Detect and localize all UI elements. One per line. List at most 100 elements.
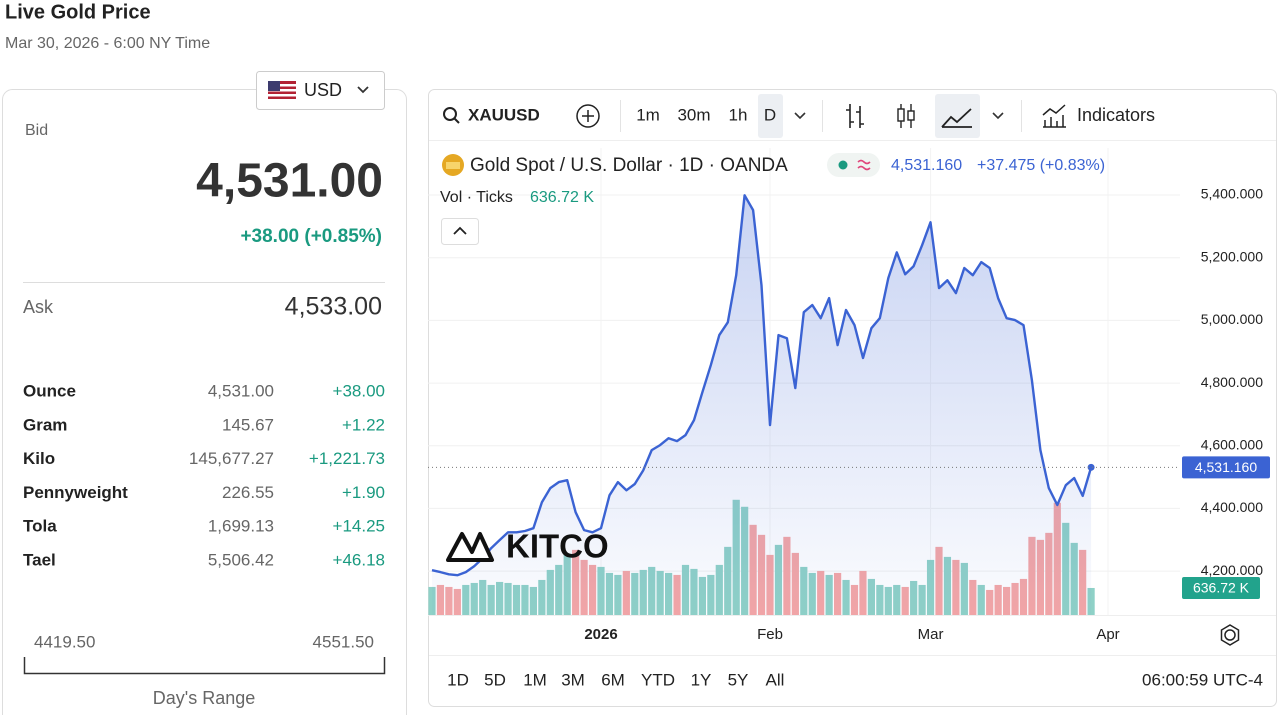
y-tick-label: 4,400.000 [1201, 499, 1263, 515]
bid-price: 4,531.00 [196, 155, 383, 208]
unit-name: Kilo [23, 449, 55, 468]
compare-button[interactable] [576, 104, 600, 128]
plus [582, 110, 594, 122]
range-button[interactable]: 3M [561, 670, 585, 689]
range-button[interactable]: 1D [447, 670, 469, 689]
delayed-icon [857, 159, 871, 171]
unit-name: Tola [23, 517, 57, 536]
range-label: Day's Range [153, 688, 256, 708]
x-tick-label: Apr [1096, 626, 1119, 643]
ask-price: 4,533.00 [285, 293, 382, 321]
volume-legend-value: 636.72 K [530, 189, 594, 206]
candle [907, 110, 915, 121]
flag-stripe [268, 89, 296, 92]
unit-change: +1.22 [342, 415, 385, 434]
unit-change: +1.90 [342, 483, 385, 502]
flag-stripe [268, 84, 296, 87]
chevron[interactable] [992, 112, 1004, 120]
unit-name: Gram [23, 415, 67, 434]
flag-stripe [268, 94, 296, 97]
unit-price: 145.67 [222, 415, 274, 434]
last-volume-label: 636.72 K [1193, 580, 1250, 596]
y-tick-label: 4,600.000 [1201, 436, 1263, 452]
clock: 06:00:59 UTC-4 [1142, 670, 1263, 689]
page-title: Live Gold Price [5, 1, 151, 23]
y-tick-label: 4,200.000 [1201, 562, 1263, 578]
range-high: 4551.50 [313, 632, 374, 651]
active-interval-bg [758, 94, 783, 138]
caret [453, 226, 467, 235]
volume-legend-label: Vol · Ticks [440, 189, 513, 206]
legend-title: Gold Spot / U.S. Dollar · 1D · OANDA [470, 155, 788, 176]
active-style-bg [935, 94, 980, 138]
unit-price: 226.55 [222, 483, 274, 502]
price-area [432, 195, 1092, 616]
unit-name: Ounce [23, 381, 76, 400]
interval-button[interactable]: 1h [729, 105, 748, 124]
indicators-icon[interactable] [1042, 104, 1066, 128]
last-point [1087, 463, 1095, 471]
intervals: 1m 30m 1h D [636, 105, 776, 124]
range-button[interactable]: 6M [601, 670, 625, 689]
currency-select[interactable]: USD [256, 71, 385, 110]
currency: USD [304, 80, 342, 100]
range-bracket [23, 657, 386, 675]
bid-label: Bid [25, 122, 48, 139]
unit-change: +1,221.73 [309, 449, 385, 468]
unit-name: Tael [23, 550, 56, 569]
chevron[interactable] [794, 112, 806, 120]
status-pill [827, 153, 880, 177]
x-tick-label: 2026 [584, 626, 617, 643]
unit-change: +14.25 [333, 517, 385, 536]
settings-icon[interactable] [1224, 629, 1236, 641]
last-price-box [1182, 456, 1270, 479]
y-tick-label: 5,400.000 [1201, 186, 1263, 202]
watermark-logo [446, 532, 494, 562]
y-tick-label: 4,800.000 [1201, 374, 1263, 390]
watermark: KITCO [506, 528, 609, 565]
y-tick-label: 5,000.000 [1201, 311, 1263, 327]
area-icon[interactable] [941, 108, 972, 128]
unit-table: Ounce 4,531.00 +38.00 Gram 145.67 +1.22 Kilo 14… [23, 381, 385, 569]
settings-hex [1220, 624, 1240, 646]
market-open-dot [838, 160, 848, 170]
unit-change: +46.18 [333, 550, 385, 569]
unit-price: 1,699.13 [208, 517, 274, 536]
last-price-label: 4,531.160 [1195, 459, 1257, 475]
range-buttons: 1D 5D 1M 3M 6M YTD 1Y 5Y All [447, 670, 784, 689]
ask-label: Ask [23, 297, 54, 317]
bars-icon[interactable] [846, 104, 864, 128]
range-button[interactable]: 1Y [691, 670, 712, 689]
bid-change: +38.00 (+0.85%) [240, 226, 382, 247]
range-low: 4419.50 [34, 632, 95, 651]
interval-button[interactable]: 1m [636, 105, 660, 124]
flag-canton [268, 81, 280, 91]
interval-button[interactable]: 30m [677, 105, 710, 124]
unit-price: 5,506.42 [208, 550, 274, 569]
range-button[interactable]: 5D [484, 670, 506, 689]
range-button[interactable]: 5Y [728, 670, 749, 689]
range-button[interactable]: YTD [641, 670, 675, 689]
x-tick-label: Feb [757, 626, 783, 643]
gold-bar [446, 162, 460, 169]
symbol[interactable]: XAUUSD [468, 105, 540, 124]
legend-price: 4,531.160 [891, 157, 962, 174]
y-tick-label: 5,200.000 [1201, 248, 1263, 264]
legend-change: +37.475 (+0.83%) [977, 157, 1105, 174]
indicators-button[interactable]: Indicators [1077, 105, 1155, 125]
range-button[interactable]: 1M [523, 670, 547, 689]
search-icon[interactable] [443, 107, 457, 121]
unit-price: 4,531.00 [208, 381, 274, 400]
timestamp: Mar 30, 2026 - 6:00 NY Time [5, 35, 210, 52]
search-icon-handle [453, 117, 460, 124]
collapse-button[interactable] [441, 218, 479, 245]
chart: 4,200.000 4,400.000 4,600.000 4,800.000 5,00… [428, 148, 1276, 643]
quote-card [2, 89, 407, 715]
chevron [357, 86, 369, 94]
unit-price: 145,677.27 [189, 449, 274, 468]
range-button[interactable]: All [766, 670, 785, 689]
x-tick-label: Mar [918, 626, 944, 643]
interval-button[interactable]: D [764, 105, 776, 124]
